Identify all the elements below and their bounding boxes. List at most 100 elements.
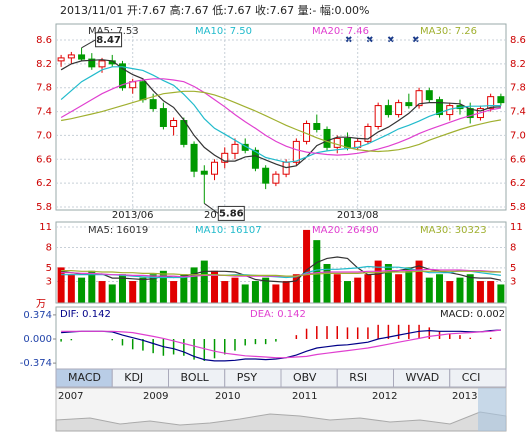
ma-line [61,270,501,277]
tab[interactable]: PSY [224,368,282,388]
legend-entry: MA5: 16019 [88,225,148,236]
volume-bar [374,260,382,303]
legend-entry: MA10: 16107 [195,225,262,236]
legend-entry: MA20: 26490 [312,225,379,236]
y-tick-label: 6.6 [36,154,52,165]
tab-label[interactable]: MACD [68,371,101,384]
header-info: 2013/11/01 开:7.67 高:7.67 低:7.67 收:7.67 量… [60,3,370,17]
tab[interactable]: MACD [55,368,113,388]
candle-body [190,143,198,172]
tab-label[interactable]: CCI [462,371,481,384]
legend-entry: MA5: 7.53 [88,26,139,37]
candle-body [374,105,382,127]
tab[interactable]: KDJ [111,368,169,388]
timeline-window[interactable] [478,388,506,431]
volume-bar [415,260,423,303]
volume-bar [343,281,351,303]
tab[interactable]: CCI [449,368,507,388]
icon: ✖ [387,36,395,46]
y-tick-label: 7.4 [36,107,52,118]
candle-body [282,161,290,175]
volume-bar [67,274,75,303]
volume-bar [323,264,331,303]
tab-label[interactable]: KDJ [124,371,143,384]
candle-body [384,105,392,116]
y-tick-label-right: 8 [510,242,516,253]
volume-frame [55,221,507,304]
candle-body [405,102,413,107]
y-tick-label: 11 [39,222,52,233]
y-tick-label: 7.0 [36,130,52,141]
tab-label[interactable]: WVAD [406,371,440,384]
volume-bar [303,229,311,303]
y-tick-label: 5 [46,263,52,274]
candle-body [436,99,444,116]
volume-bar [456,277,464,303]
volume-bar [108,284,116,303]
volume-bar [333,274,341,303]
volume-bar [292,274,300,303]
volume-bar [180,274,188,303]
volume-bar [88,270,96,303]
candle-body [200,170,208,175]
volume-bar [262,277,270,303]
volume-bar [221,281,229,303]
y-tick-label-right: 6.2 [510,178,526,189]
volume-bar [272,284,280,303]
tab-label[interactable]: RSI [349,371,367,384]
annotation-leader [204,203,219,214]
volume-bar [78,277,86,303]
candle-body [211,161,219,175]
candle-body [262,167,270,184]
volume-bar [384,264,392,303]
y-tick-label: 7.8 [36,83,52,94]
ma-line [61,329,501,362]
y-axis-unit: 万 [36,299,46,310]
candle-body [487,96,495,110]
candle-body [221,152,229,163]
y-tick-label-right: 7.0 [510,130,526,141]
legend-entry: MA30: 30323 [420,225,487,236]
y-tick-label-right: 3 [510,277,516,288]
volume-bar [395,274,403,303]
tab[interactable]: RSI [336,368,394,388]
annotation-box [95,32,123,48]
y-tick-label-right: 6.6 [510,154,526,165]
ma-line [60,90,502,153]
candle-body [333,137,341,148]
volume-bar [405,267,413,303]
candle-body [415,90,423,107]
x-tick-label: 2013/08 [337,210,379,221]
volume-bar [251,281,259,303]
tab-label[interactable]: BOLL [181,371,210,384]
y-tick-label: 8.6 [36,35,52,46]
ma-line [61,256,502,283]
candle-body [251,149,259,169]
volume-bar [190,267,198,303]
tab-label[interactable]: PSY [237,371,258,384]
y-tick-label: 5.8 [36,202,52,213]
ma-line [61,265,501,279]
y-tick-label-right: 8.6 [510,35,526,46]
y-tick-label-right: 11 [510,222,523,233]
legend-entry: MA10: 7.50 [195,26,252,37]
tab[interactable]: WVAD [393,368,451,388]
volume-bar [57,267,65,303]
candle-body [343,137,351,148]
tab[interactable]: OBV [280,368,338,388]
volume-bar [476,281,484,303]
tab[interactable]: BOLL [168,368,226,388]
volume-bar [446,281,454,303]
y-tick-label: 0.000 [23,334,52,345]
tab-label[interactable]: OBV [293,371,317,384]
tab-button[interactable] [449,368,507,388]
annotation-label: 8.47 [96,35,121,46]
volume-bar [159,270,167,303]
candle-body [57,57,65,62]
candle-body [425,90,433,101]
legend-entry: MA30: 7.26 [420,26,477,37]
volume-bar [466,274,474,303]
volume-bar [425,277,433,303]
y-tick-label-right: 7.8 [510,83,526,94]
candle-body [98,60,106,68]
